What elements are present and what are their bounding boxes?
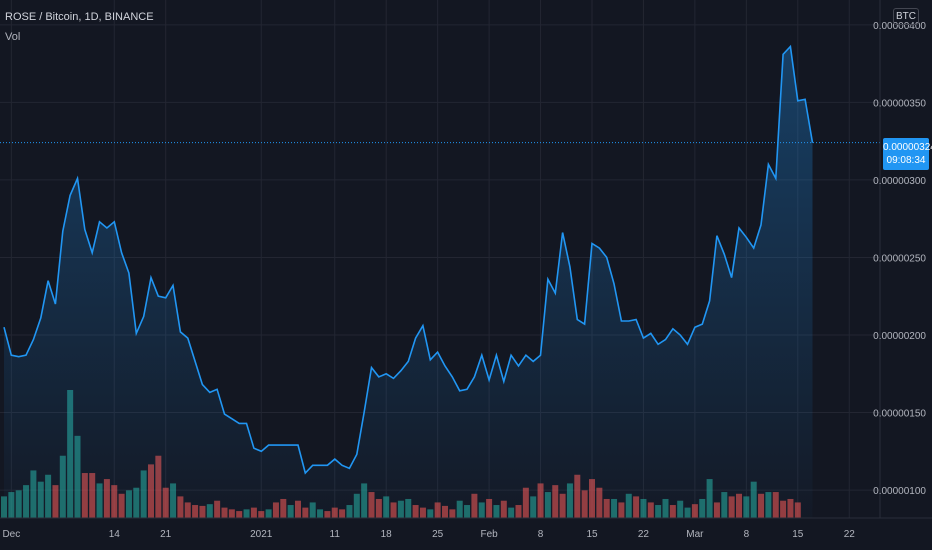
time-tick-label: 15 (586, 529, 598, 540)
time-tick-label: 25 (432, 529, 444, 540)
price-tick-label: 0.00000250 (873, 253, 926, 264)
time-axis[interactable]: Dec 14 21 2021 11 18 25 Feb 8 15 22 Mar 8 15 22 (2, 529, 855, 540)
symbol-title[interactable]: ROSE / Bitcoin, 1D, BINANCE (5, 11, 154, 23)
price-tick-label: 0.00000150 (873, 409, 926, 420)
price-line (3, 44, 814, 475)
time-tick-label: 2021 (250, 529, 273, 540)
time-tick-label: 22 (844, 529, 856, 540)
time-tick-label: 21 (160, 529, 172, 540)
bar-countdown: 09:08:34 (886, 155, 926, 166)
current-price-value: 0.00000324 (883, 142, 932, 153)
price-tick-label: 0.00000100 (873, 486, 926, 497)
price-tick-label: 0.00000300 (873, 176, 926, 187)
price-axis[interactable]: 0.00000100 0.00000150 0.00000200 0.00000250… (873, 21, 926, 497)
time-tick-label: 8 (538, 529, 544, 540)
time-tick-label: Mar (686, 529, 704, 540)
time-tick-label: Dec (2, 529, 20, 540)
time-tick-label: 14 (109, 529, 121, 540)
time-tick-label: 18 (381, 529, 393, 540)
time-tick-label: 11 (330, 529, 341, 540)
price-area-fill (4, 46, 813, 518)
price-tick-label: 0.00000200 (873, 331, 926, 342)
time-tick-label: 8 (744, 529, 750, 540)
volume-legend[interactable]: Vol (5, 31, 21, 43)
time-tick-label: Feb (480, 529, 498, 540)
current-price-label: 0.00000324 09:08:34 (883, 138, 932, 170)
price-tick-label: 0.00000400 (873, 21, 926, 32)
time-tick-label: 15 (792, 529, 804, 540)
currency-unit-button[interactable]: BTC (893, 8, 919, 25)
time-tick-label: 22 (638, 529, 650, 540)
price-tick-label: 0.00000350 (873, 98, 926, 109)
